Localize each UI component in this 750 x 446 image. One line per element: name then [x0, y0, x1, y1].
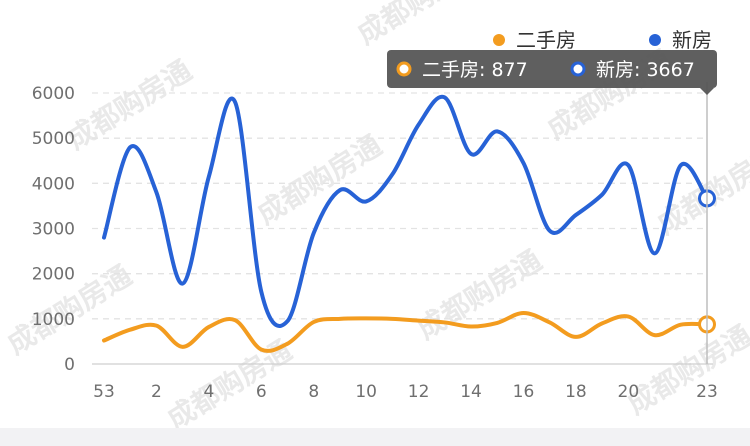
series-line-0 — [102, 310, 709, 353]
x-tick-label: 14 — [460, 382, 482, 402]
x-tick-label: 10 — [355, 382, 377, 402]
y-tick-label: 1000 — [32, 310, 75, 330]
x-tick-label: 23 — [696, 382, 718, 402]
y-tick-label: 3000 — [32, 220, 75, 240]
watermark-text: 成都购房通 — [411, 244, 547, 346]
y-tick-label: 2000 — [32, 265, 75, 285]
series-line-1 — [102, 94, 709, 328]
x-tick-label: 20 — [618, 382, 640, 402]
x-tick-label: 8 — [308, 382, 319, 402]
tooltip-box — [387, 50, 717, 88]
x-tick-label: 6 — [256, 382, 267, 402]
x-axis-ticks: 53 2 4 6 8 10 12 14 16 18 20 23 — [93, 382, 718, 402]
bottom-strip — [0, 428, 750, 446]
y-tick-label: 6000 — [32, 84, 75, 104]
tooltip-arrow — [700, 88, 714, 95]
x-tick-label: 12 — [408, 382, 430, 402]
series-lines — [102, 94, 716, 353]
x-tick-label: 16 — [513, 382, 535, 402]
x-tick-label: 4 — [203, 382, 214, 402]
legend-marker — [493, 34, 505, 46]
tooltip: 二手房: 877 新房: 3667 — [387, 50, 717, 95]
legend-label: 二手房 — [516, 28, 576, 52]
watermark-text: 成都购房通 — [61, 54, 197, 156]
x-tick-label: 18 — [565, 382, 587, 402]
grid-lines — [92, 92, 707, 320]
watermark-text: 成都购房通 — [621, 319, 750, 421]
legend[interactable]: 二手房 新房 — [493, 28, 712, 52]
y-axis-ticks: 0 1000 2000 3000 4000 5000 6000 — [32, 84, 75, 375]
y-tick-label: 5000 — [32, 129, 75, 149]
legend-item[interactable]: 新房 — [649, 28, 712, 52]
tooltip-text: 二手房: 877 — [422, 59, 528, 81]
y-tick-label: 4000 — [32, 174, 75, 194]
tooltip-marker — [570, 61, 586, 77]
x-tick-label: 53 — [93, 382, 115, 402]
legend-marker — [649, 34, 661, 46]
x-tick-label: 2 — [151, 382, 162, 402]
y-tick-label: 0 — [64, 355, 75, 375]
legend-item[interactable]: 二手房 — [493, 28, 576, 52]
legend-label: 新房 — [672, 28, 712, 52]
tooltip-text: 新房: 3667 — [596, 59, 695, 81]
watermark-text: 成都购房通 — [351, 0, 487, 51]
tooltip-marker — [396, 61, 412, 77]
